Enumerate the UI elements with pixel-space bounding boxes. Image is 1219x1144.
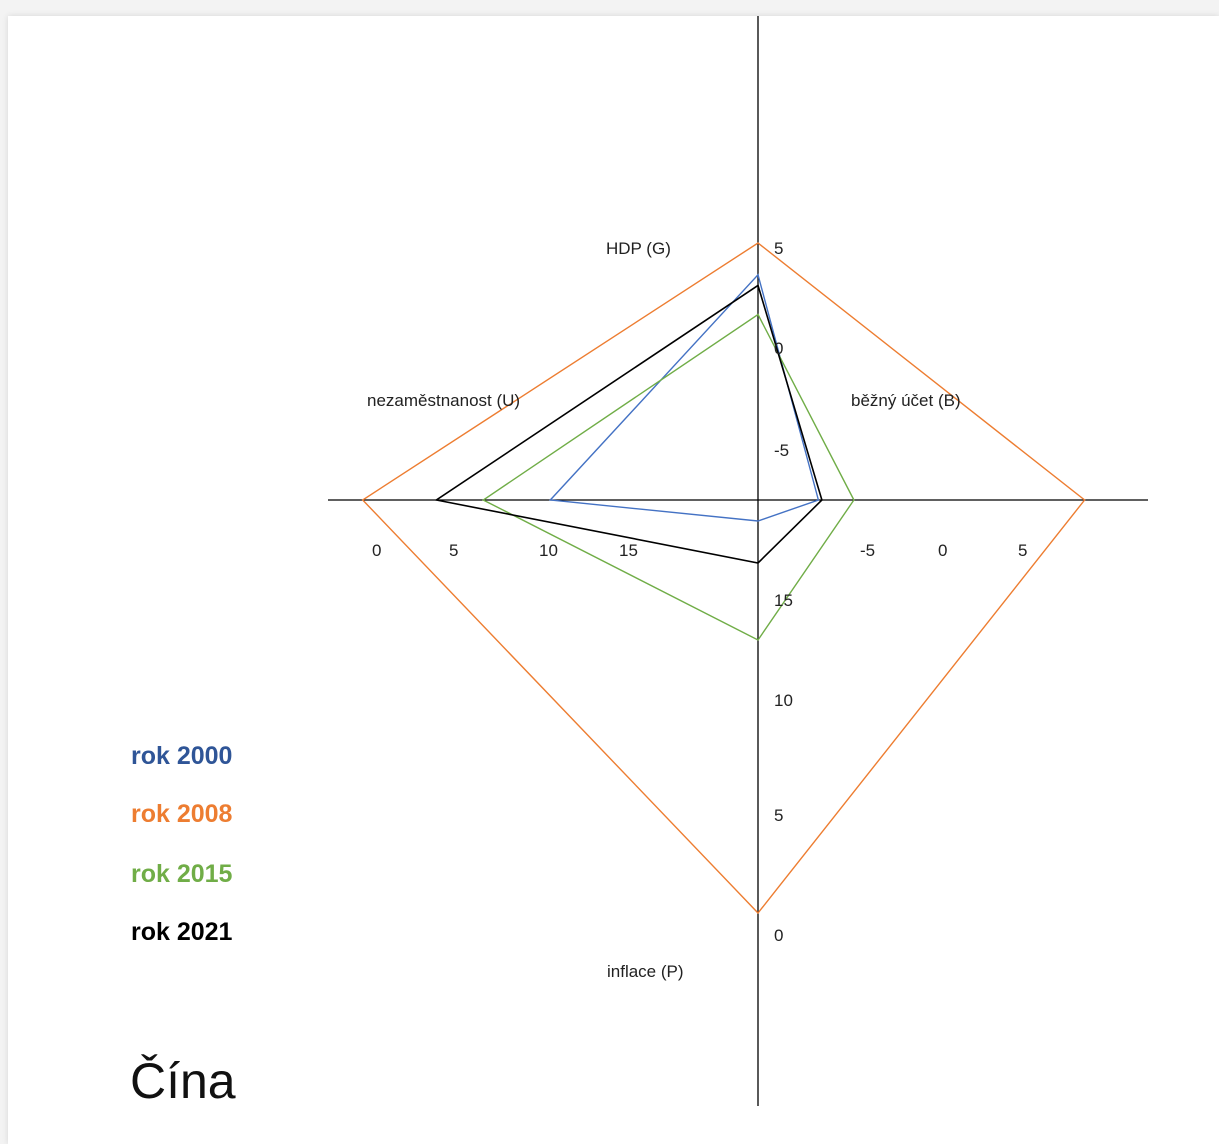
- tick-label-P: 5: [774, 806, 783, 825]
- series-rok-2008: [361, 242, 1086, 915]
- series-rok-2000: [548, 273, 820, 522]
- axis-label-U: nezaměstnanost (U): [367, 391, 520, 410]
- tick-label-U: 10: [539, 541, 558, 560]
- tick-label-G: -5: [774, 441, 789, 460]
- tick-label-P: 15: [774, 591, 793, 610]
- tick-label-U: 0: [372, 541, 381, 560]
- tick-label-G: 0: [774, 339, 783, 358]
- slide: 5 0 -5 -5 0 5 15 10 5 0 0 5 10 15 HDP (G) běžný účet (…: [8, 16, 1219, 1144]
- country-title: Čína: [130, 1053, 236, 1109]
- radar-chart: 5 0 -5 -5 0 5 15 10 5 0 0 5 10 15 HDP (G) běžný účet (…: [328, 16, 1148, 1106]
- tick-label-G: 5: [774, 239, 783, 258]
- tick-label-U: 5: [449, 541, 458, 560]
- legend-entry: rok 2000: [131, 742, 233, 770]
- series-rok-2021: [434, 284, 823, 564]
- axis-label-G: HDP (G): [606, 239, 671, 258]
- legend-entry: rok 2021: [131, 918, 233, 946]
- axis-labels: HDP (G) běžný účet (B) inflace (P) nezaměst…: [367, 239, 961, 981]
- legend-entry: rok 2008: [131, 800, 233, 828]
- tick-label-P: 10: [774, 691, 793, 710]
- series-layer: [361, 242, 1086, 915]
- legend-entry: rok 2015: [131, 860, 233, 888]
- series-rok-2015: [481, 313, 855, 641]
- tick-label-U: 15: [619, 541, 638, 560]
- axis-label-B: běžný účet (B): [851, 391, 961, 410]
- tick-label-P: 0: [774, 926, 783, 945]
- axes: [328, 16, 1148, 1106]
- tick-label-B: -5: [860, 541, 875, 560]
- tick-labels: 5 0 -5 -5 0 5 15 10 5 0 0 5 10 15: [372, 239, 1027, 945]
- axis-label-P: inflace (P): [607, 962, 684, 981]
- tick-label-B: 5: [1018, 541, 1027, 560]
- tick-label-B: 0: [938, 541, 947, 560]
